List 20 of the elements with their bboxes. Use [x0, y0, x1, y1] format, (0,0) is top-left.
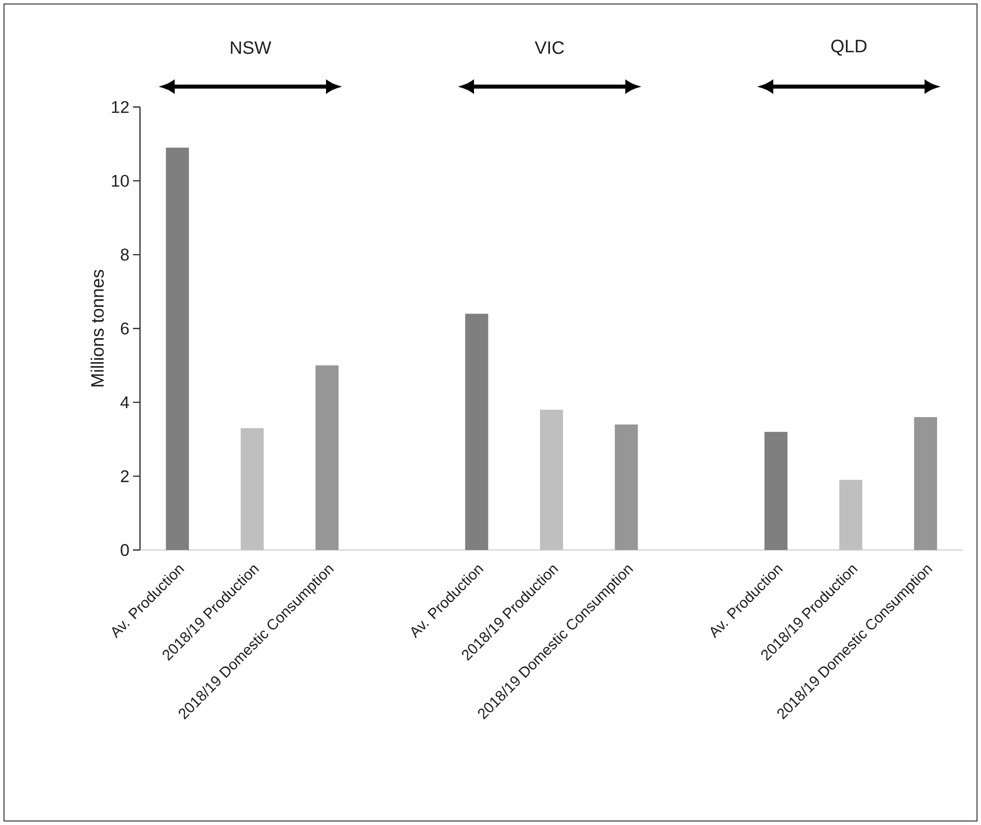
y-tick-label: 2 — [120, 470, 129, 482]
y-tick-label: 8 — [120, 248, 129, 261]
bar — [240, 428, 264, 550]
y-tick-label: 6 — [120, 322, 129, 334]
text: QLD — [831, 40, 866, 56]
bar — [839, 480, 862, 550]
y-tick-label: 10 — [112, 174, 129, 187]
y-tick-label: 4 — [120, 396, 129, 408]
bar — [764, 432, 788, 550]
bar — [465, 314, 488, 550]
bar — [914, 417, 938, 550]
bar — [166, 148, 189, 550]
bar — [316, 365, 339, 550]
y-axis-title: Millions tonnes — [90, 270, 104, 386]
bar — [614, 424, 638, 550]
text: VIC — [534, 41, 564, 54]
y-tick-label: 12 — [112, 101, 129, 113]
bar — [540, 410, 564, 550]
y-tick-label: 0 — [120, 544, 129, 556]
text: NSW — [230, 41, 272, 54]
